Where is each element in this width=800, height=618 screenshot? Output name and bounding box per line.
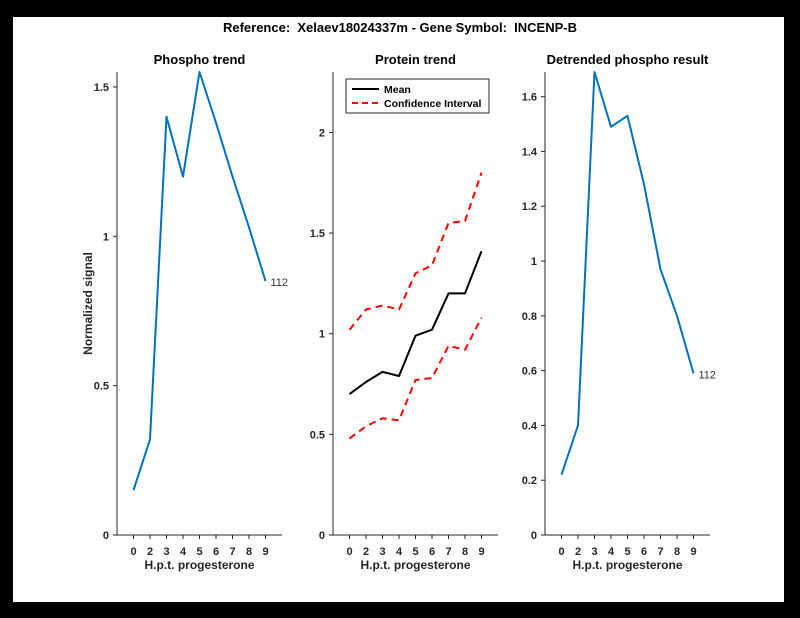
y-tick-label: 1.2: [522, 201, 537, 213]
subplot-title: Detrended phospho result: [547, 52, 709, 67]
x-tick-label: 3: [163, 546, 169, 558]
x-tick-label: 4: [396, 546, 403, 558]
figure-background: [13, 17, 784, 602]
endpoint-label: 112: [271, 277, 289, 289]
y-tick-label: 0: [531, 530, 537, 542]
x-tick-label: 3: [379, 546, 385, 558]
x-tick-label: 4: [180, 546, 187, 558]
y-tick-label: 0.5: [310, 429, 325, 441]
data-line-mean: [348, 250, 483, 395]
y-tick-label: 0: [319, 530, 325, 542]
x-axis-label: H.p.t. progesterone: [144, 558, 254, 572]
y-tick-label: 0: [103, 530, 109, 542]
y-tick-label: 0.5: [94, 381, 109, 393]
legend-box: [345, 78, 490, 114]
subplot-title: Protein trend: [375, 52, 456, 67]
x-tick-label: 6: [641, 546, 647, 558]
x-tick-label: 3: [591, 546, 597, 558]
x-tick-label: 8: [674, 546, 680, 558]
x-axis-label: H.p.t. progesterone: [572, 558, 682, 572]
y-tick-label: 1: [319, 329, 325, 341]
x-tick-label: 2: [147, 546, 153, 558]
x-tick-label: 5: [196, 546, 202, 558]
data-line-phospho-signal: [132, 71, 267, 491]
y-axis-label: Normalized signal: [81, 252, 95, 355]
x-tick-label: 0: [558, 546, 564, 558]
x-tick-label: 9: [690, 546, 696, 558]
y-tick-label: 1.5: [310, 228, 325, 240]
y-tick-label: 2: [319, 127, 325, 139]
x-tick-label: 5: [412, 546, 418, 558]
data-line-confidence-interval-upper: [348, 172, 483, 331]
y-tick-label: 1.4: [522, 146, 538, 158]
x-tick-label: 5: [624, 546, 630, 558]
x-tick-label: 7: [229, 546, 235, 558]
y-tick-label: 1: [103, 231, 109, 243]
x-tick-label: 6: [213, 546, 219, 558]
data-line-confidence-interval-lower: [348, 317, 483, 440]
y-tick-label: 1.5: [94, 82, 109, 94]
y-tick-label: 1: [531, 256, 537, 268]
legend-entry-label: Confidence Interval: [384, 98, 482, 110]
x-tick-label: 2: [363, 546, 369, 558]
x-tick-label: 7: [445, 546, 451, 558]
data-line-detrended-phospho: [560, 71, 695, 476]
figure-title: Reference: Xelaev18024337m - Gene Symbol…: [222, 20, 578, 35]
x-tick-label: 8: [462, 546, 468, 558]
y-tick-label: 1.6: [522, 92, 537, 104]
x-tick-label: 4: [608, 546, 615, 558]
y-tick-label: 0.8: [522, 311, 537, 323]
y-tick-label: 0.4: [522, 420, 538, 432]
y-tick-label: 0.2: [522, 475, 537, 487]
x-axis-label: H.p.t. progesterone: [360, 558, 470, 572]
x-tick-label: 7: [657, 546, 663, 558]
x-tick-label: 9: [478, 546, 484, 558]
x-tick-label: 0: [130, 546, 136, 558]
x-tick-label: 9: [262, 546, 268, 558]
x-tick-label: 0: [346, 546, 352, 558]
subplot-title: Phospho trend: [154, 52, 246, 67]
x-tick-label: 8: [246, 546, 252, 558]
legend-entry-label: Mean: [384, 84, 411, 96]
subplot-detrended-phospho: 0 2 3 4 5 6 7 8 900.20.40.60.811.21.41.6Detrende…: [522, 52, 716, 572]
y-tick-label: 0.6: [522, 366, 537, 378]
x-tick-label: 2: [575, 546, 581, 558]
endpoint-label: 112: [699, 369, 717, 381]
x-tick-label: 6: [429, 546, 435, 558]
